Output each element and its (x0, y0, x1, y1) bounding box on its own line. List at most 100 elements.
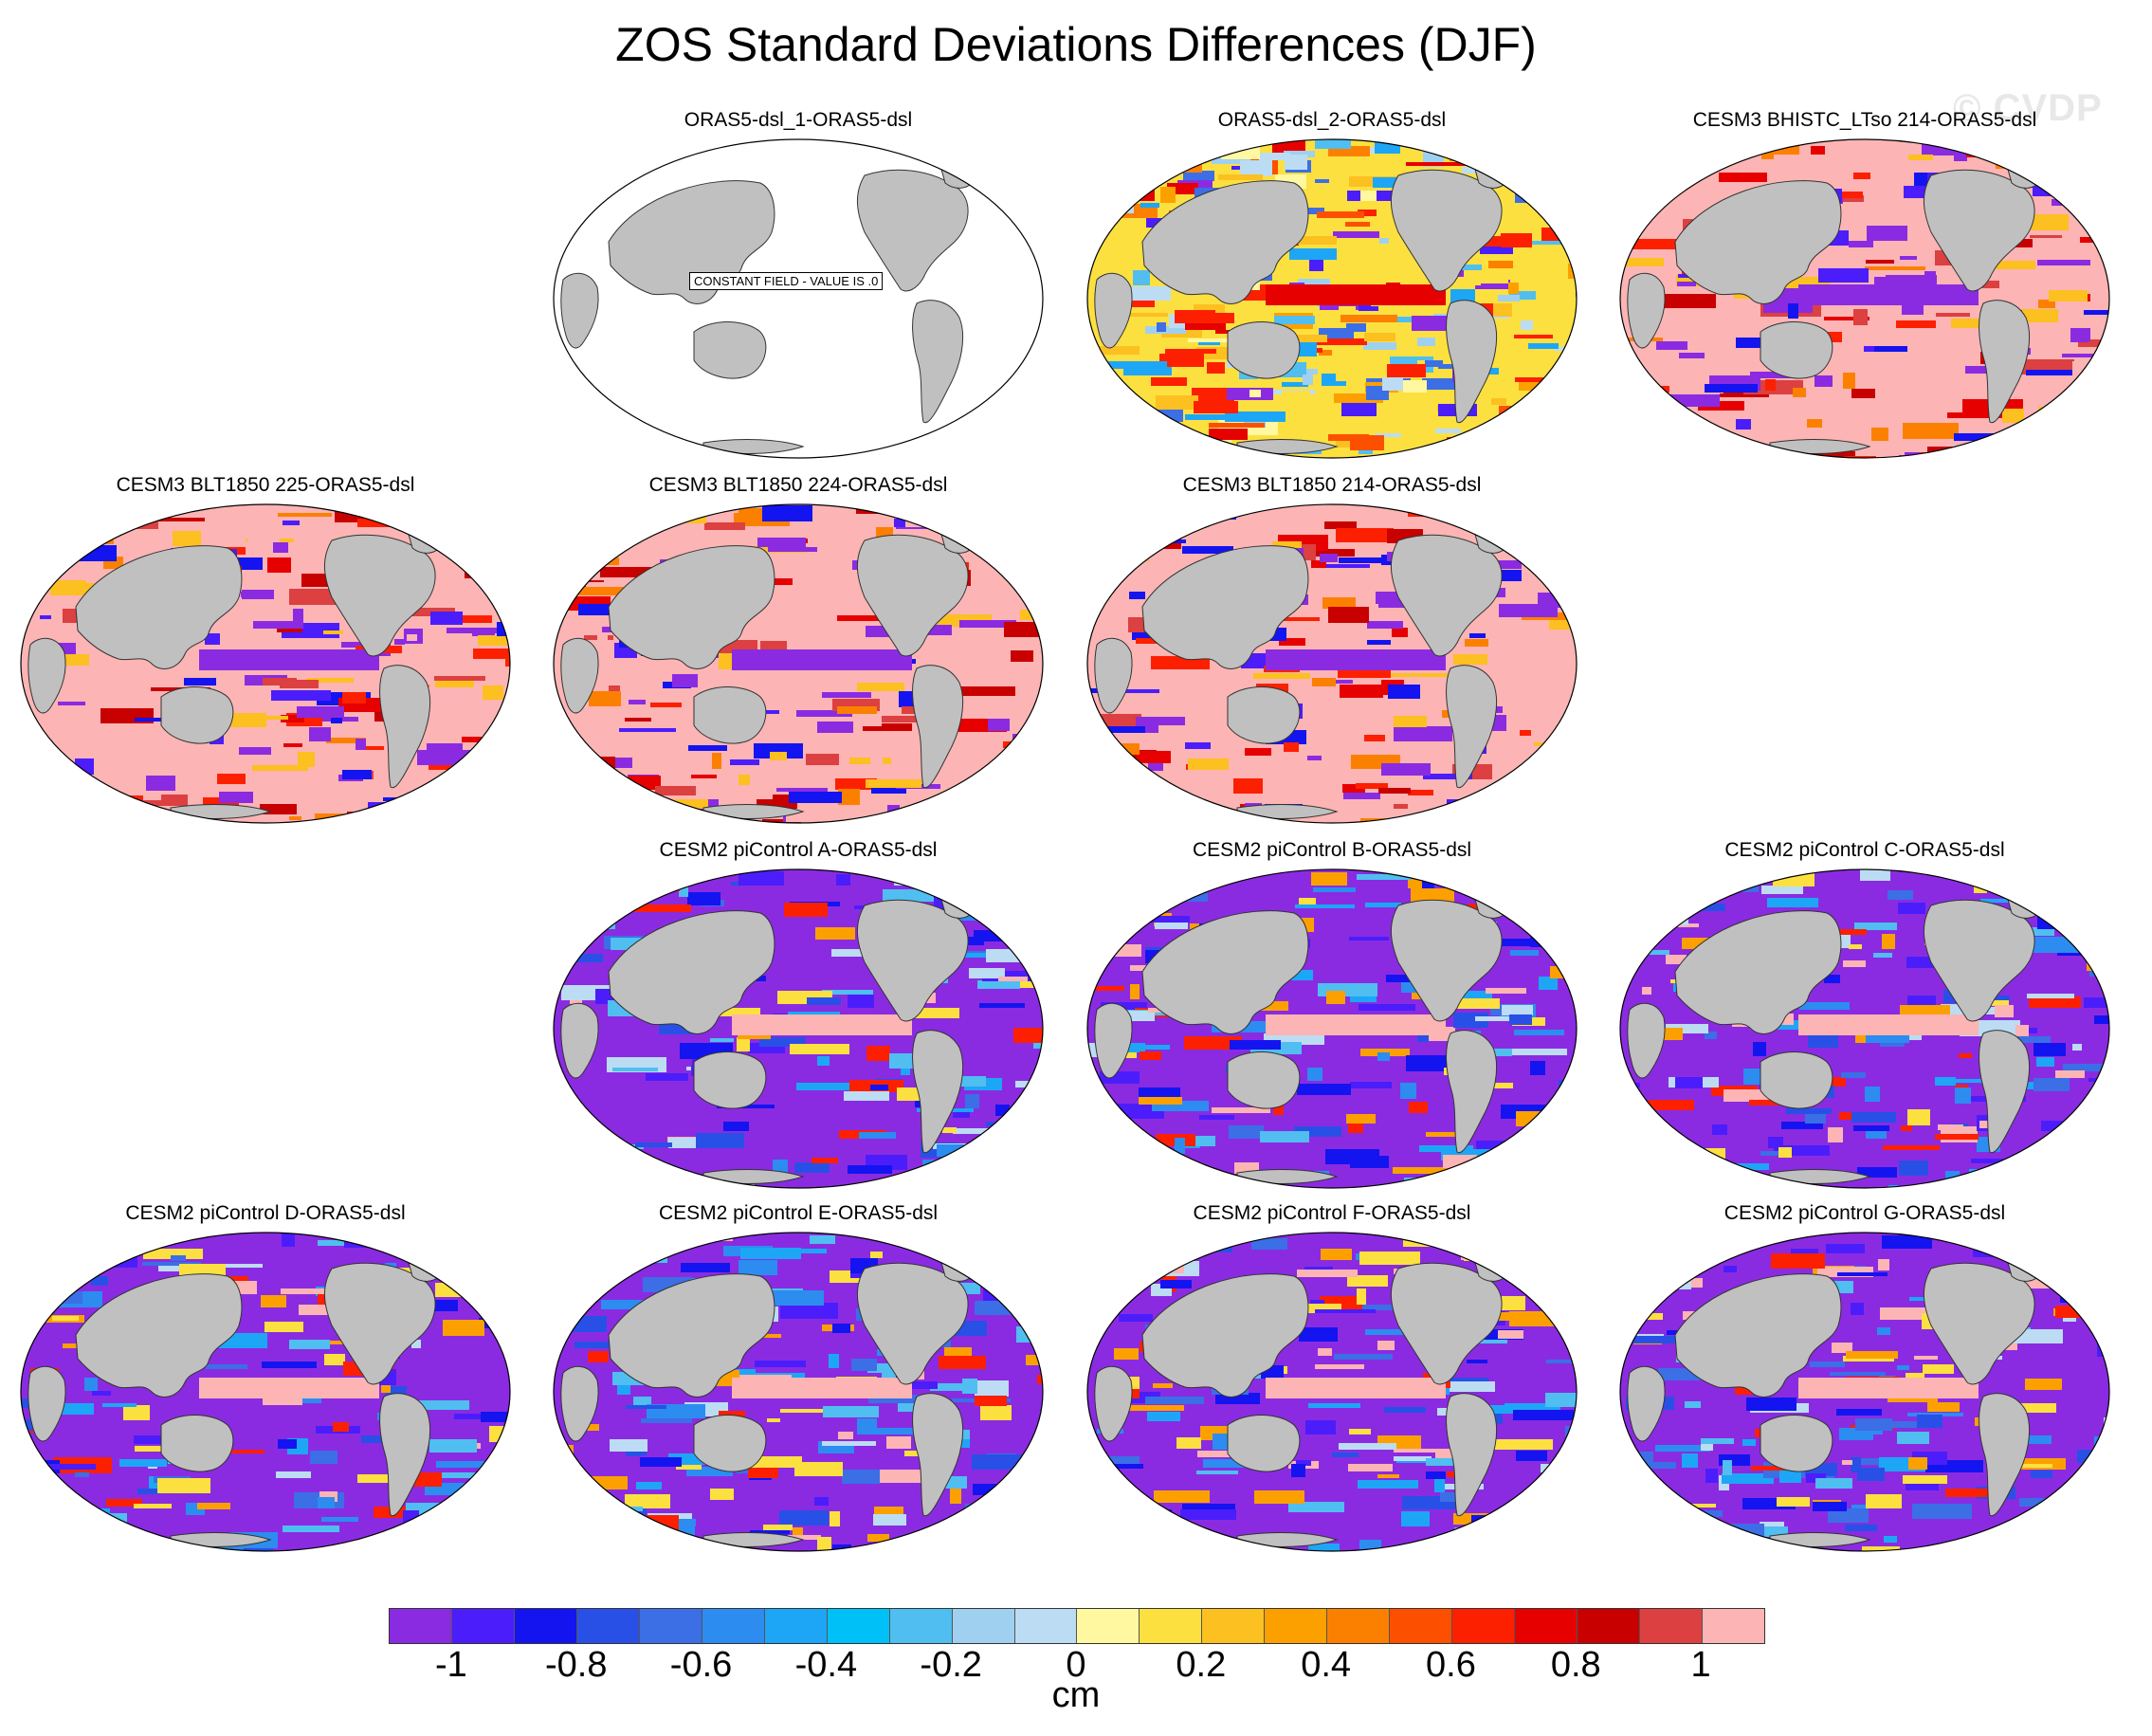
colorbar-tick-label: 0 (1066, 1645, 1086, 1685)
colorbar-swatch (952, 1609, 1015, 1643)
map-outline (1086, 503, 1578, 824)
land-mass (1141, 1273, 1309, 1398)
world-map (20, 1232, 511, 1552)
land-mass (693, 1415, 767, 1472)
colorbar-swatch (1578, 1609, 1641, 1643)
world-map (1086, 1232, 1578, 1552)
colorbar-units: cm (1051, 1675, 1101, 1715)
land-mass (912, 300, 964, 424)
colorbar-swatch (451, 1609, 515, 1643)
land-mass (560, 1002, 599, 1079)
land-mass (27, 637, 66, 714)
land-mass (1094, 637, 1133, 714)
land-mass (379, 1393, 431, 1517)
land-mass (912, 1030, 964, 1154)
colorbar-swatch (1327, 1609, 1391, 1643)
land-mass (560, 637, 599, 714)
colorbar-swatch (1390, 1609, 1453, 1643)
colorbar-swatch (1452, 1609, 1516, 1643)
panel-title: CESM2 piControl G-ORAS5-dsl (1723, 1202, 2006, 1224)
constant-field-label: CONSTANT FIELD - VALUE IS .0 (689, 272, 884, 290)
land-mass (560, 1365, 599, 1442)
equatorial-band (732, 1378, 912, 1398)
colorbar (389, 1608, 1765, 1644)
panel-title: CESM2 piControl F-ORAS5-dsl (1193, 1202, 1471, 1224)
land-mass (1979, 300, 2031, 424)
map-outline (1086, 138, 1578, 459)
map-panel: CESM2 piControl B-ORAS5-dsl (1076, 839, 1588, 1204)
map-panel: CESM2 piControl E-ORAS5-dsl (542, 1202, 1054, 1567)
panel-title: CESM2 piControl D-ORAS5-dsl (125, 1202, 406, 1224)
colorbar-swatch (764, 1609, 828, 1643)
world-map (553, 1232, 1044, 1552)
land-mass (560, 272, 599, 349)
colorbar-swatch (1703, 1609, 1764, 1643)
equatorial-band (1798, 1378, 1979, 1398)
panel-title: CESM2 piControl C-ORAS5-dsl (1724, 839, 2005, 861)
land-mass (1446, 665, 1498, 789)
land-mass (160, 686, 234, 744)
map-outline (553, 503, 1044, 824)
world-map (1086, 138, 1578, 459)
map-panel: CESM3 BLT1850 224-ORAS5-dsl (542, 474, 1054, 839)
land-mass (693, 1051, 767, 1109)
panel-title: CESM3 BHISTC_LTso 214-ORAS5-dsl (1692, 109, 2037, 131)
map-panel: ORAS5-dsl_1-ORAS5-dsl CONSTANT FIELD - VA… (542, 109, 1054, 474)
land-mass (1446, 1393, 1498, 1517)
land-mass (1227, 1415, 1301, 1472)
land-mass (1094, 1002, 1133, 1079)
land-mass (160, 1415, 234, 1472)
land-mass (27, 1365, 66, 1442)
colorbar-swatch (1077, 1609, 1140, 1643)
map-outline (20, 1232, 511, 1552)
world-map (553, 138, 1044, 459)
colorbar-tick-label: -0.8 (544, 1645, 608, 1685)
map-outline (1086, 1232, 1578, 1552)
map-panel: CESM2 piControl A-ORAS5-dsl (542, 839, 1054, 1204)
map-outline (553, 868, 1044, 1189)
panel-title: CESM3 BLT1850 225-ORAS5-dsl (116, 474, 415, 496)
land-mass (1979, 1030, 2031, 1154)
map-panel: CESM3 BLT1850 214-ORAS5-dsl (1076, 474, 1588, 839)
map-panel: CESM3 BLT1850 225-ORAS5-dsl (9, 474, 521, 839)
colorbar-swatch (514, 1609, 577, 1643)
colorbar-tick-label: -0.6 (669, 1645, 733, 1685)
land-mass (1627, 1365, 1666, 1442)
world-map (1619, 138, 2110, 459)
land-mass (75, 545, 243, 669)
land-mass (693, 686, 767, 744)
panel-title: ORAS5-dsl_1-ORAS5-dsl (684, 109, 913, 131)
map-panel: CESM3 BHISTC_LTso 214-ORAS5-dsl (1609, 109, 2121, 474)
world-map (1086, 868, 1578, 1189)
colorbar-tick-label: 0.6 (1426, 1645, 1476, 1685)
world-map (1619, 1232, 2110, 1552)
land-mass (1094, 1365, 1133, 1442)
equatorial-band (1266, 284, 1446, 305)
land-mass (1141, 180, 1309, 304)
equatorial-band (732, 649, 912, 670)
panel-title: CESM2 piControl B-ORAS5-dsl (1192, 839, 1472, 861)
land-mass (1760, 321, 1833, 379)
land-mass (1446, 1030, 1498, 1154)
land-mass (912, 1393, 964, 1517)
map-panel: CESM2 piControl G-ORAS5-dsl (1609, 1202, 2121, 1567)
equatorial-band (1798, 1014, 1979, 1035)
land-mass (608, 545, 775, 669)
equatorial-band (1266, 1378, 1446, 1398)
land-mass (1627, 272, 1666, 349)
colorbar-swatch (702, 1609, 765, 1643)
map-panel: ORAS5-dsl_2-ORAS5-dsl (1076, 109, 1588, 474)
land-mass (1227, 686, 1301, 744)
panel-title: CESM3 BLT1850 214-ORAS5-dsl (1182, 474, 1482, 496)
colorbar-tick-label: 0.8 (1550, 1645, 1601, 1685)
land-mass (1674, 180, 1842, 304)
map-outline (1619, 1232, 2110, 1552)
colorbar-swatch (1515, 1609, 1578, 1643)
land-mass (912, 665, 964, 789)
map-panel: CESM2 piControl D-ORAS5-dsl (9, 1202, 521, 1567)
equatorial-band (199, 1378, 379, 1398)
colorbar-swatch (576, 1609, 640, 1643)
panel-title: CESM2 piControl A-ORAS5-dsl (659, 839, 938, 861)
land-mass (1760, 1051, 1833, 1109)
colorbar-tick-label: 0.4 (1301, 1645, 1352, 1685)
